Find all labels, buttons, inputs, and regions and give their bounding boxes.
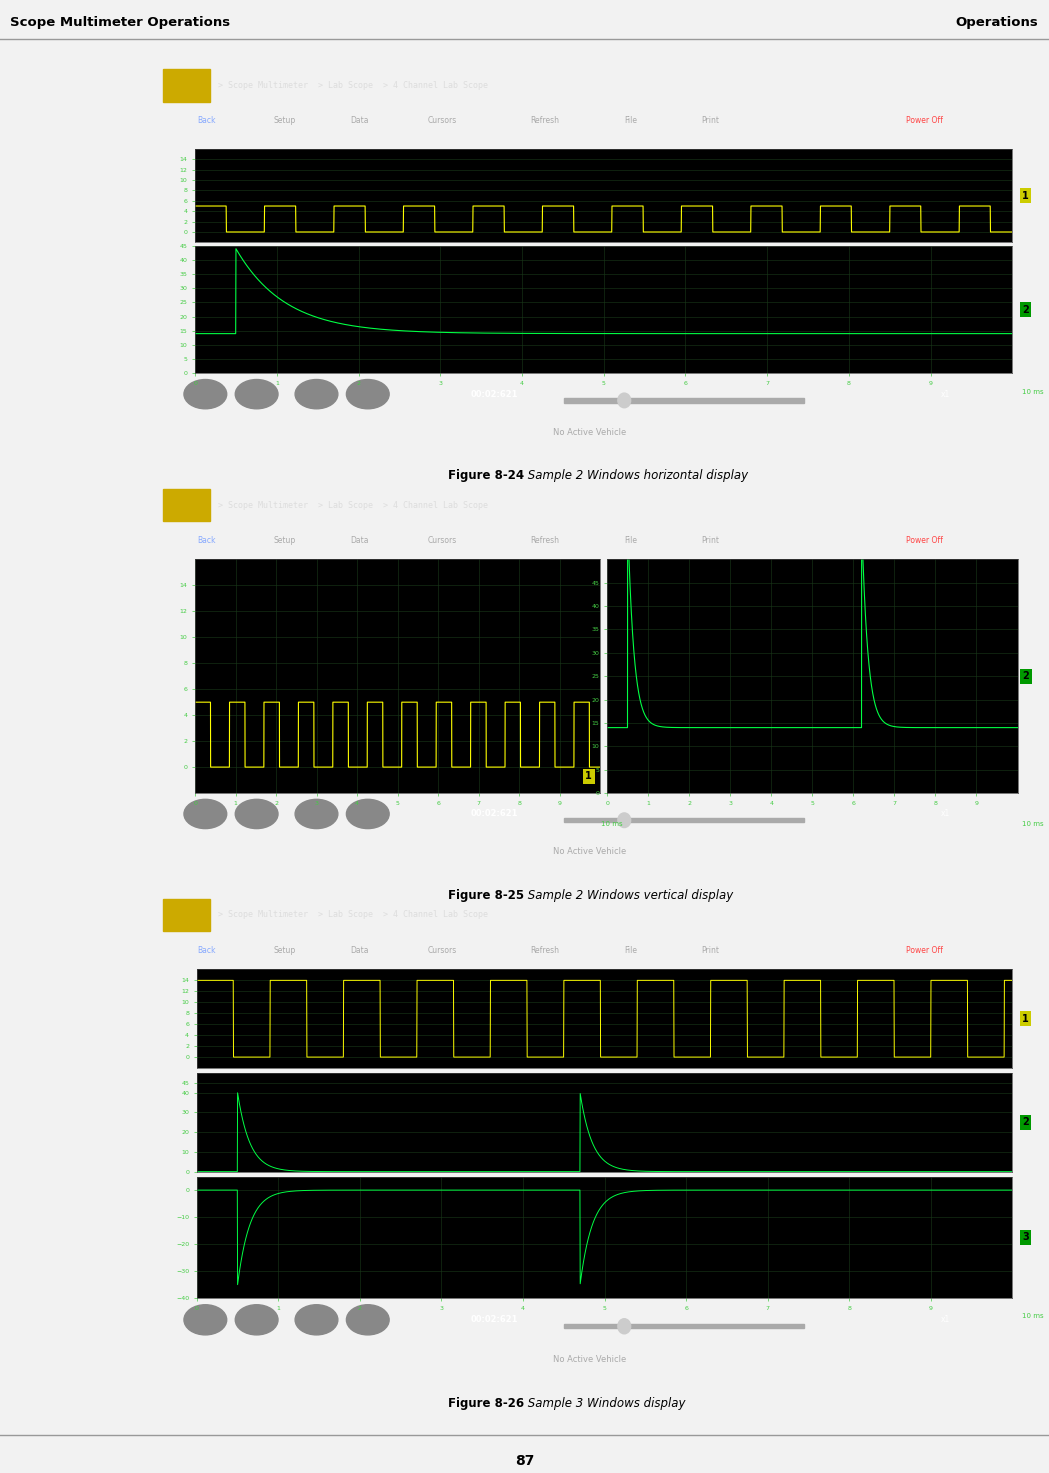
Text: 10 ms: 10 ms: [1022, 1312, 1044, 1318]
Text: 00:02:621: 00:02:621: [470, 1315, 518, 1324]
Ellipse shape: [346, 1305, 389, 1335]
Text: > Scope Multimeter  > Lab Scope  > 4 Channel Lab Scope: > Scope Multimeter > Lab Scope > 4 Chann…: [218, 501, 488, 510]
Bar: [163, 69, 210, 102]
Text: Cursors: Cursors: [428, 536, 457, 545]
Text: Figure 8-24: Figure 8-24: [448, 470, 524, 482]
Text: Figure 8-25: Figure 8-25: [448, 890, 524, 901]
Text: 2: 2: [1023, 672, 1029, 681]
Text: Back: Back: [197, 536, 215, 545]
Text: 87: 87: [515, 1454, 534, 1467]
Text: Data: Data: [350, 946, 369, 955]
Text: Setup: Setup: [274, 116, 296, 125]
Text: File: File: [624, 116, 637, 125]
Bar: [564, 398, 804, 402]
Text: x1: x1: [941, 1315, 949, 1324]
Ellipse shape: [618, 813, 630, 828]
Text: Sample 3 Windows display: Sample 3 Windows display: [524, 1398, 686, 1410]
Ellipse shape: [235, 800, 278, 829]
Text: No Active Vehicle: No Active Vehicle: [554, 427, 626, 436]
Bar: [163, 489, 210, 521]
Text: Back: Back: [197, 946, 215, 955]
Text: Print: Print: [701, 116, 720, 125]
Text: File: File: [624, 946, 637, 955]
Text: Refresh: Refresh: [530, 116, 559, 125]
Ellipse shape: [295, 800, 338, 829]
Text: Power Off: Power Off: [906, 536, 943, 545]
Text: Refresh: Refresh: [530, 536, 559, 545]
Ellipse shape: [295, 1305, 338, 1335]
Ellipse shape: [184, 1305, 227, 1335]
Text: Print: Print: [701, 536, 720, 545]
Text: No Active Vehicle: No Active Vehicle: [554, 847, 626, 856]
Text: Data: Data: [350, 536, 369, 545]
Text: Data: Data: [350, 116, 369, 125]
Text: Sample 2 Windows horizontal display: Sample 2 Windows horizontal display: [524, 470, 749, 482]
Ellipse shape: [618, 1318, 630, 1335]
Text: 1: 1: [585, 772, 592, 781]
Text: 2: 2: [1022, 1118, 1029, 1127]
Text: Scope Multimeter Operations: Scope Multimeter Operations: [10, 16, 231, 29]
Text: Refresh: Refresh: [530, 946, 559, 955]
Text: 10 ms: 10 ms: [1022, 389, 1044, 395]
Text: x1: x1: [941, 810, 949, 819]
Ellipse shape: [235, 380, 278, 409]
Ellipse shape: [184, 800, 227, 829]
Text: Power Off: Power Off: [906, 946, 943, 955]
Text: Print: Print: [701, 946, 720, 955]
Text: > Scope Multimeter  > Lab Scope  > 4 Channel Lab Scope: > Scope Multimeter > Lab Scope > 4 Chann…: [218, 81, 488, 90]
Ellipse shape: [184, 380, 227, 409]
Text: 1: 1: [1022, 1013, 1029, 1024]
Text: 10 ms: 10 ms: [1023, 820, 1044, 828]
Text: Sample 2 Windows vertical display: Sample 2 Windows vertical display: [524, 890, 733, 901]
Text: Power Off: Power Off: [906, 116, 943, 125]
Ellipse shape: [346, 800, 389, 829]
Text: 3: 3: [1022, 1233, 1029, 1242]
Text: x1: x1: [941, 390, 949, 399]
Text: > Scope Multimeter  > Lab Scope  > 4 Channel Lab Scope: > Scope Multimeter > Lab Scope > 4 Chann…: [218, 910, 488, 919]
Bar: [564, 818, 804, 822]
Text: File: File: [624, 536, 637, 545]
Text: Operations: Operations: [956, 16, 1039, 29]
Text: Figure 8-26: Figure 8-26: [448, 1398, 524, 1410]
Text: Cursors: Cursors: [428, 116, 457, 125]
Text: 10 ms: 10 ms: [601, 820, 623, 828]
Text: 00:02:621: 00:02:621: [470, 810, 518, 819]
Text: 2: 2: [1022, 305, 1029, 315]
Ellipse shape: [618, 393, 630, 408]
Text: No Active Vehicle: No Active Vehicle: [554, 1355, 626, 1364]
Text: Cursors: Cursors: [428, 946, 457, 955]
Text: Setup: Setup: [274, 946, 296, 955]
Ellipse shape: [295, 380, 338, 409]
Text: 00:02:621: 00:02:621: [470, 390, 518, 399]
Bar: [564, 1324, 804, 1329]
Ellipse shape: [235, 1305, 278, 1335]
Bar: [163, 899, 210, 931]
Text: Back: Back: [197, 116, 215, 125]
Ellipse shape: [346, 380, 389, 409]
Text: Setup: Setup: [274, 536, 296, 545]
Text: 1: 1: [1022, 190, 1029, 200]
